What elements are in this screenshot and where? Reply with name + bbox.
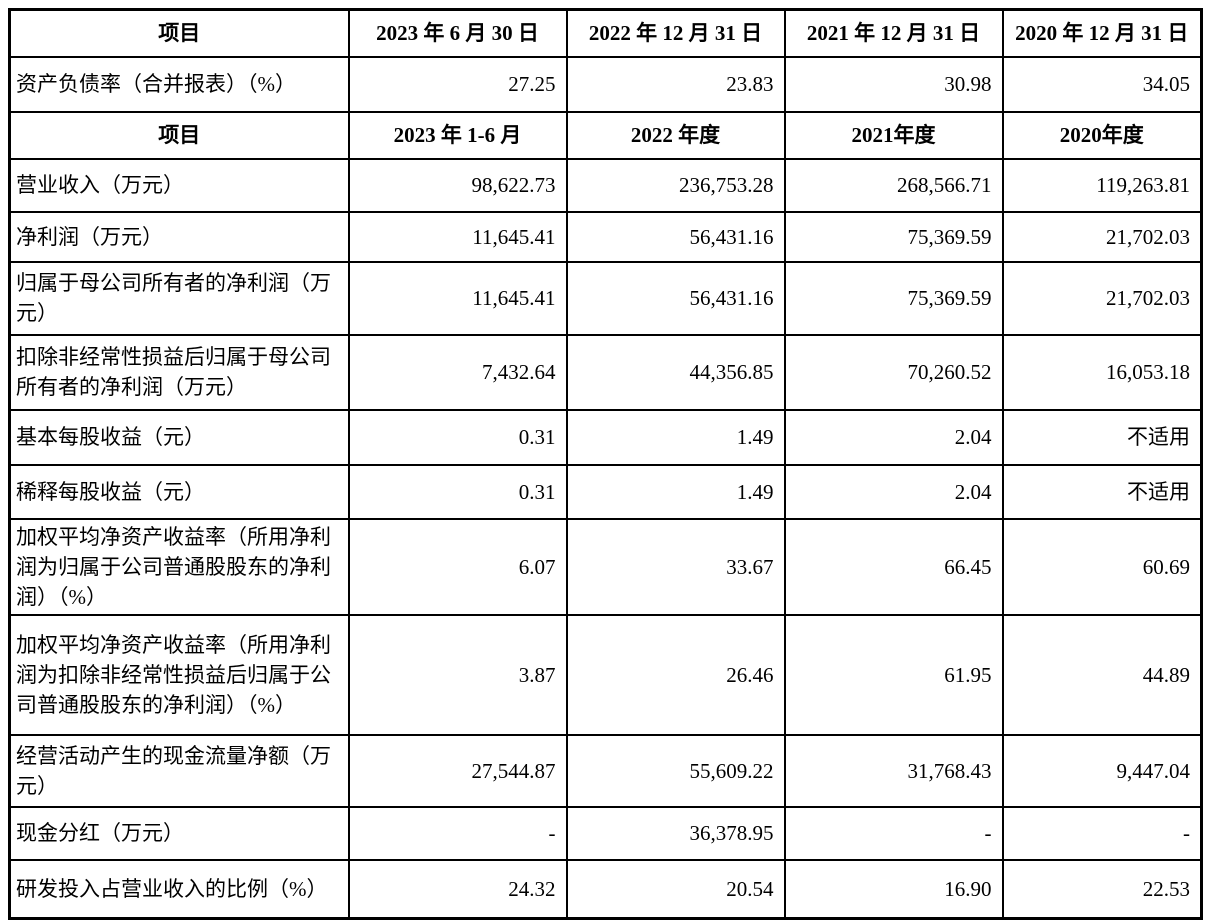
header-cell-period: 2023 年 1-6 月	[347, 110, 568, 160]
value-cell: 75,369.59	[783, 260, 1004, 336]
value-cell: 44.89	[1001, 613, 1203, 736]
value-cell: -	[783, 805, 1004, 861]
value-cell: 11,645.41	[347, 210, 568, 263]
value-cell: 23.83	[565, 55, 786, 113]
value-cell: 55,609.22	[565, 733, 786, 808]
row-label: 研发投入占营业收入的比例（%）	[8, 858, 350, 920]
value-cell: 61.95	[783, 613, 1004, 736]
table-row: 资产负债率（合并报表）（%） 27.25 23.83 30.98 34.05	[8, 55, 1203, 113]
row-label: 经营活动产生的现金流量净额（万元）	[8, 733, 350, 808]
value-cell: 75,369.59	[783, 210, 1004, 263]
value-cell: 21,702.03	[1001, 210, 1203, 263]
value-cell: 66.45	[783, 517, 1004, 616]
value-cell: 56,431.16	[565, 260, 786, 336]
header-cell-period: 2023 年 6 月 30 日	[347, 8, 568, 58]
table-row: 扣除非经常性损益后归属于母公司所有者的净利润（万元） 7,432.64 44,356…	[8, 333, 1203, 411]
financial-summary-table-body: 项目 2023 年 6 月 30 日 2022 年 12 月 31 日 2021 年 …	[8, 8, 1203, 920]
value-cell: 6.07	[347, 517, 568, 616]
header-cell-period: 2022 年 12 月 31 日	[565, 8, 786, 58]
row-label: 扣除非经常性损益后归属于母公司所有者的净利润（万元）	[8, 333, 350, 411]
value-cell: 不适用	[1001, 463, 1203, 520]
value-cell: 26.46	[565, 613, 786, 736]
value-cell: 98,622.73	[347, 157, 568, 213]
row-label: 营业收入（万元）	[8, 157, 350, 213]
value-cell: 268,566.71	[783, 157, 1004, 213]
row-label: 资产负债率（合并报表）（%）	[8, 55, 350, 113]
value-cell: 不适用	[1001, 408, 1203, 466]
header-cell-period: 2022 年度	[565, 110, 786, 160]
value-cell: 0.31	[347, 408, 568, 466]
table-row: 现金分红（万元） -36,378.95- -	[8, 805, 1203, 861]
value-cell: 3.87	[347, 613, 568, 736]
row-label: 归属于母公司所有者的净利润（万元）	[8, 260, 350, 336]
value-cell: 56,431.16	[565, 210, 786, 263]
value-cell: 16,053.18	[1001, 333, 1203, 411]
table-row: 净利润（万元） 11,645.41 56,431.16 75,369.59 21,702…	[8, 210, 1203, 263]
value-cell: 34.05	[1001, 55, 1203, 113]
value-cell: 44,356.85	[565, 333, 786, 411]
value-cell: 27.25	[347, 55, 568, 113]
value-cell: 7,432.64	[347, 333, 568, 411]
table-row: 研发投入占营业收入的比例（%） 24.32 20.54 16.90 22.53	[8, 858, 1203, 920]
value-cell: 0.31	[347, 463, 568, 520]
table-row: 归属于母公司所有者的净利润（万元） 11,645.41 56,431.16 75,36…	[8, 260, 1203, 336]
table-row: 加权平均净资产收益率（所用净利润为扣除非经常性损益后归属于公司普通股股东的净利润…	[8, 613, 1203, 736]
value-cell: 36,378.95	[565, 805, 786, 861]
value-cell: 1.49	[565, 463, 786, 520]
value-cell: -	[347, 805, 568, 861]
value-cell: 70,260.52	[783, 333, 1004, 411]
table-header-row: 项目 2023 年 1-6 月 2022 年度 2021年度 2020年度	[8, 110, 1203, 160]
row-label: 加权平均净资产收益率（所用净利润为归属于公司普通股股东的净利润）（%）	[8, 517, 350, 616]
table-row: 稀释每股收益（元） 0.31 1.49 2.04 不适用	[8, 463, 1203, 520]
value-cell: 119,263.81	[1001, 157, 1203, 213]
header-cell-item: 项目	[8, 110, 350, 160]
value-cell: 22.53	[1001, 858, 1203, 920]
table-row: 经营活动产生的现金流量净额（万元） 27,544.87 55,609.22 31,76…	[8, 733, 1203, 808]
header-cell-period: 2020 年 12 月 31 日	[1001, 8, 1203, 58]
value-cell: 31,768.43	[783, 733, 1004, 808]
table-row: 加权平均净资产收益率（所用净利润为归属于公司普通股股东的净利润）（%） 6.07 3…	[8, 517, 1203, 616]
value-cell: 30.98	[783, 55, 1004, 113]
value-cell: 33.67	[565, 517, 786, 616]
value-cell: 9,447.04	[1001, 733, 1203, 808]
row-label: 稀释每股收益（元）	[8, 463, 350, 520]
header-cell-period: 2020年度	[1001, 110, 1203, 160]
value-cell: 60.69	[1001, 517, 1203, 616]
header-cell-item: 项目	[8, 8, 350, 58]
table-header-row: 项目 2023 年 6 月 30 日 2022 年 12 月 31 日 2021 年 …	[8, 8, 1203, 58]
row-label: 基本每股收益（元）	[8, 408, 350, 466]
value-cell: -	[1001, 805, 1203, 861]
row-label: 加权平均净资产收益率（所用净利润为扣除非经常性损益后归属于公司普通股股东的净利润…	[8, 613, 350, 736]
header-cell-period: 2021年度	[783, 110, 1004, 160]
table-row: 基本每股收益（元） 0.31 1.49 2.04 不适用	[8, 408, 1203, 466]
value-cell: 24.32	[347, 858, 568, 920]
value-cell: 1.49	[565, 408, 786, 466]
value-cell: 2.04	[783, 408, 1004, 466]
value-cell: 11,645.41	[347, 260, 568, 336]
financial-summary-table: 项目 2023 年 6 月 30 日 2022 年 12 月 31 日 2021 年 …	[8, 8, 1203, 920]
value-cell: 2.04	[783, 463, 1004, 520]
row-label: 现金分红（万元）	[8, 805, 350, 861]
row-label: 净利润（万元）	[8, 210, 350, 263]
value-cell: 20.54	[565, 858, 786, 920]
header-cell-period: 2021 年 12 月 31 日	[783, 8, 1004, 58]
table-row: 营业收入（万元） 98,622.73 236,753.28 268,566.71 119…	[8, 157, 1203, 213]
value-cell: 21,702.03	[1001, 260, 1203, 336]
value-cell: 236,753.28	[565, 157, 786, 213]
value-cell: 16.90	[783, 858, 1004, 920]
value-cell: 27,544.87	[347, 733, 568, 808]
